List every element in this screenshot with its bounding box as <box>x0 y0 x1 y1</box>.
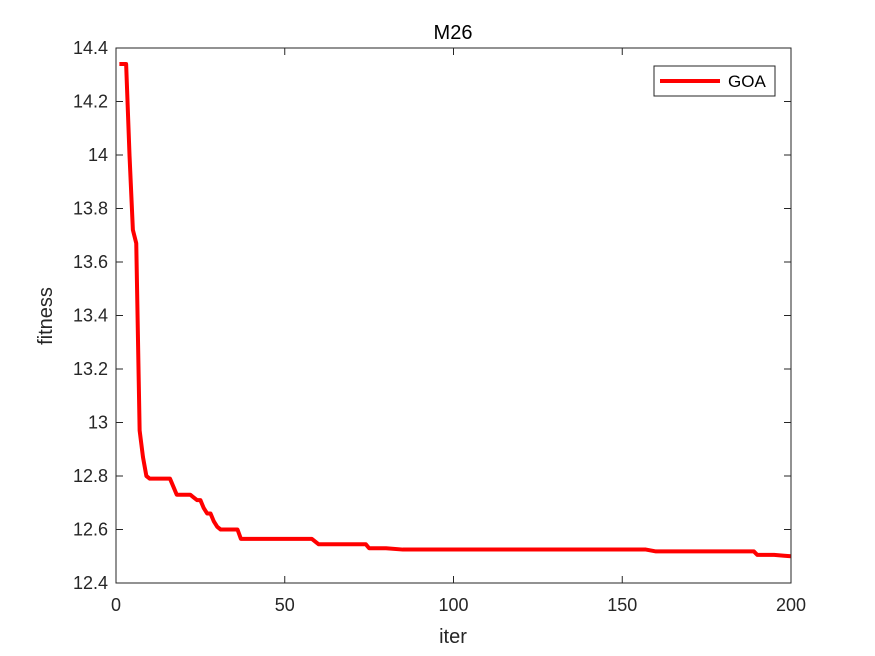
y-axis-label: fitness <box>35 287 57 345</box>
y-tick-label: 13.8 <box>73 199 108 219</box>
axes-box <box>115 47 792 584</box>
y-tick-label: 12.4 <box>73 573 108 593</box>
x-tick-label: 100 <box>438 595 468 615</box>
x-tick-label: 0 <box>111 595 121 615</box>
chart-title: M26 <box>434 22 473 44</box>
y-tick-label: 12.6 <box>73 520 108 540</box>
y-tick-label: 13.4 <box>73 306 108 326</box>
y-tick-label: 13 <box>88 413 108 433</box>
y-tick-label: 14.2 <box>73 92 108 112</box>
y-tick-label: 13.6 <box>73 252 108 272</box>
legend-label-goa: GOA <box>728 72 766 91</box>
x-tick-label: 50 <box>275 595 295 615</box>
plot-area <box>116 48 791 583</box>
series-line-goa <box>119 62 792 559</box>
y-tick-label: 14 <box>88 145 108 165</box>
y-tick-label: 13.2 <box>73 359 108 379</box>
legend: GOA <box>653 65 776 97</box>
x-tick-label: 150 <box>607 595 637 615</box>
x-tick-label: 200 <box>776 595 806 615</box>
x-axis-label: iter <box>439 626 467 648</box>
y-tick-label: 12.8 <box>73 466 108 486</box>
y-tick-label: 14.4 <box>73 38 108 58</box>
